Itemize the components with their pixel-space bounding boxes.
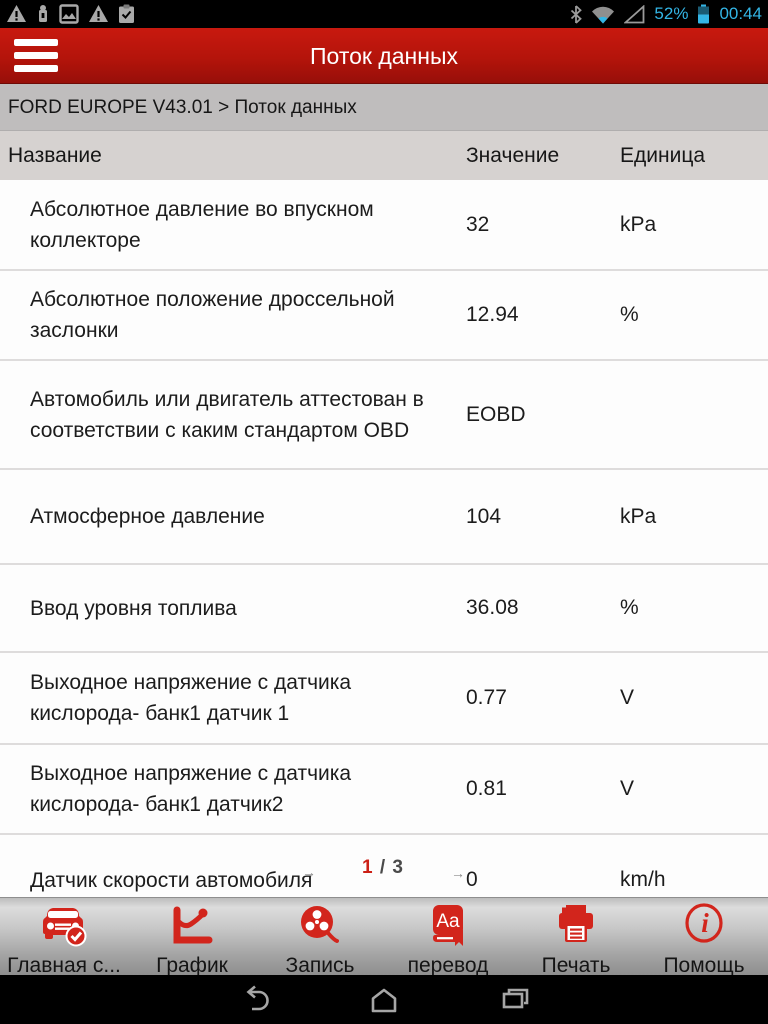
param-value: 0.77 — [466, 686, 507, 709]
table-header: Название Значение Единица — [0, 131, 768, 180]
table-row[interactable]: Абсолютное положение дроссельной заслонк… — [0, 271, 768, 361]
battery-icon — [697, 4, 710, 24]
translate-book-icon: Aa — [425, 898, 471, 953]
param-unit: % — [620, 303, 639, 326]
back-icon[interactable] — [235, 982, 271, 1018]
param-value: 36.08 — [466, 596, 519, 619]
svg-text:i: i — [701, 908, 709, 938]
page-title: Поток данных — [310, 43, 458, 69]
usb-icon — [36, 4, 50, 24]
toolbar-label: Главная с... — [7, 954, 121, 977]
param-unit: % — [620, 596, 639, 619]
signal-icon — [624, 4, 645, 24]
table-row[interactable]: Ввод уровня топлива 36.08 % — [0, 565, 768, 653]
param-unit: kPa — [620, 504, 657, 528]
app-header: Поток данных — [0, 28, 768, 84]
param-unit: km/h — [620, 868, 666, 891]
param-name: Атмосферное давление — [30, 505, 265, 528]
table-row[interactable]: Автомобиль или двигатель аттестован в со… — [0, 361, 768, 470]
android-nav-bar — [0, 975, 768, 1024]
param-name: Датчик скорости автомобиля — [30, 868, 313, 892]
param-unit: V — [620, 777, 635, 800]
column-header-value: Значение — [466, 144, 560, 167]
toolbar-item-help[interactable]: i Помощь — [640, 898, 768, 977]
toolbar-label: Печать — [541, 954, 611, 977]
toolbar-label: Запись — [285, 954, 355, 977]
breadcrumb: FORD EUROPE V43.01 > Поток данных — [0, 84, 768, 131]
page-current: 1 — [362, 857, 374, 878]
param-value: 12.94 — [466, 303, 519, 326]
trend-arrow-icon: → — [451, 865, 465, 881]
toolbar-item-home[interactable]: Главная с... — [0, 898, 128, 977]
warning-icon — [88, 4, 109, 24]
help-info-icon: i — [681, 898, 727, 953]
param-name: Выходное напряжение с датчика кислорода-… — [30, 762, 352, 816]
svg-text:Aa: Aa — [436, 911, 460, 932]
param-name: Ввод уровня топлива — [30, 596, 237, 620]
table-row[interactable]: Датчик скорости автомобиля 0 km/h — [0, 835, 768, 900]
warning-icon — [6, 4, 27, 24]
table-row[interactable]: Выходное напряжение с датчика кислорода-… — [0, 653, 768, 745]
toolbar-label: Помощь — [663, 954, 745, 977]
data-stream-table[interactable]: Абсолютное давление во впускном коллекто… — [0, 180, 768, 900]
param-name: Выходное напряжение с датчика кислорода-… — [30, 671, 352, 725]
car-check-icon — [39, 898, 89, 953]
table-row[interactable]: Атмосферное давление 104 kPa — [0, 470, 768, 565]
page-total: / 3 — [373, 857, 404, 878]
param-value: 32 — [466, 212, 490, 236]
param-value: 104 — [466, 504, 502, 528]
printer-icon — [553, 898, 599, 953]
recents-icon[interactable] — [497, 982, 533, 1018]
menu-icon[interactable] — [14, 39, 58, 72]
column-header-name: Название — [8, 144, 102, 167]
param-name: Автомобиль или двигатель аттестован в со… — [30, 387, 424, 442]
toolbar-item-print[interactable]: Печать — [512, 898, 640, 977]
status-bar: 52% 00:44 — [0, 0, 768, 28]
clipboard-check-icon — [118, 4, 135, 24]
toolbar-item-translate[interactable]: Aa перевод — [384, 898, 512, 977]
screenshot-icon — [59, 4, 79, 24]
record-reel-icon — [296, 898, 344, 953]
wifi-icon — [591, 5, 615, 24]
bluetooth-icon — [570, 4, 583, 24]
page-indicator: 1 / 3 — [362, 857, 404, 879]
home-icon[interactable] — [366, 982, 402, 1018]
column-header-unit: Единица — [620, 144, 706, 167]
toolbar-label: График — [156, 954, 228, 977]
param-value: 0 — [466, 868, 478, 891]
status-notification-icons — [6, 0, 135, 28]
param-unit: kPa — [620, 212, 657, 236]
clock: 00:44 — [719, 4, 762, 23]
toolbar-label: перевод — [407, 954, 489, 977]
toolbar-item-record[interactable]: Запись — [256, 898, 384, 977]
status-system-icons: 52% 00:44 — [570, 0, 762, 28]
param-name: Абсолютное давление во впускном коллекто… — [30, 197, 374, 252]
chart-icon — [169, 898, 215, 953]
table-row[interactable]: Абсолютное давление во впускном коллекто… — [0, 180, 768, 271]
param-value: 0.81 — [466, 777, 507, 800]
battery-percent: 52% — [654, 4, 689, 23]
toolbar-item-graph[interactable]: График — [128, 898, 256, 977]
param-unit: V — [620, 686, 635, 709]
param-name: Абсолютное положение дроссельной заслонк… — [30, 288, 395, 342]
param-value: EOBD — [466, 402, 526, 426]
table-row[interactable]: Выходное напряжение с датчика кислорода-… — [0, 745, 768, 835]
bottom-toolbar: Главная с... График — [0, 897, 768, 977]
trend-arrow-icon: → — [302, 864, 316, 880]
